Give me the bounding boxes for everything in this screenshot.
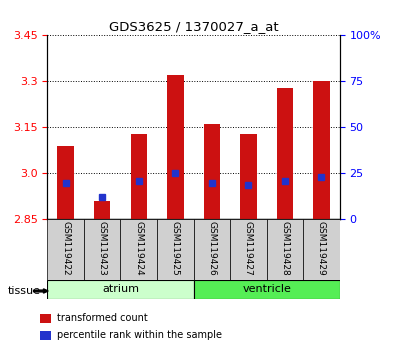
Bar [57,146,74,219]
Bar [313,81,330,219]
Text: GSM119428: GSM119428 [280,221,290,275]
Bar [94,201,111,219]
Bar [120,219,157,280]
Text: GSM119429: GSM119429 [317,221,326,275]
Text: GSM119425: GSM119425 [171,221,180,275]
Bar [47,280,194,299]
Bar [240,133,257,219]
Text: GSM119426: GSM119426 [207,221,216,275]
Bar [203,124,220,219]
Bar [167,75,184,219]
Bar [194,280,340,299]
Bar [157,219,194,280]
Title: GDS3625 / 1370027_a_at: GDS3625 / 1370027_a_at [109,20,278,33]
Text: atrium: atrium [102,284,139,295]
Bar [303,219,340,280]
Bar [130,133,147,219]
Bar [276,87,293,219]
Text: GSM119427: GSM119427 [244,221,253,275]
Bar [194,219,230,280]
Text: GSM119424: GSM119424 [134,221,143,275]
Bar [230,219,267,280]
Text: tissue: tissue [8,286,41,296]
Text: ventricle: ventricle [242,284,291,295]
Text: GSM119422: GSM119422 [61,221,70,275]
Bar [84,219,120,280]
Text: percentile rank within the sample: percentile rank within the sample [57,330,222,341]
Bar [267,219,303,280]
Bar [47,219,84,280]
Text: GSM119423: GSM119423 [98,221,107,275]
Text: transformed count: transformed count [57,313,148,324]
